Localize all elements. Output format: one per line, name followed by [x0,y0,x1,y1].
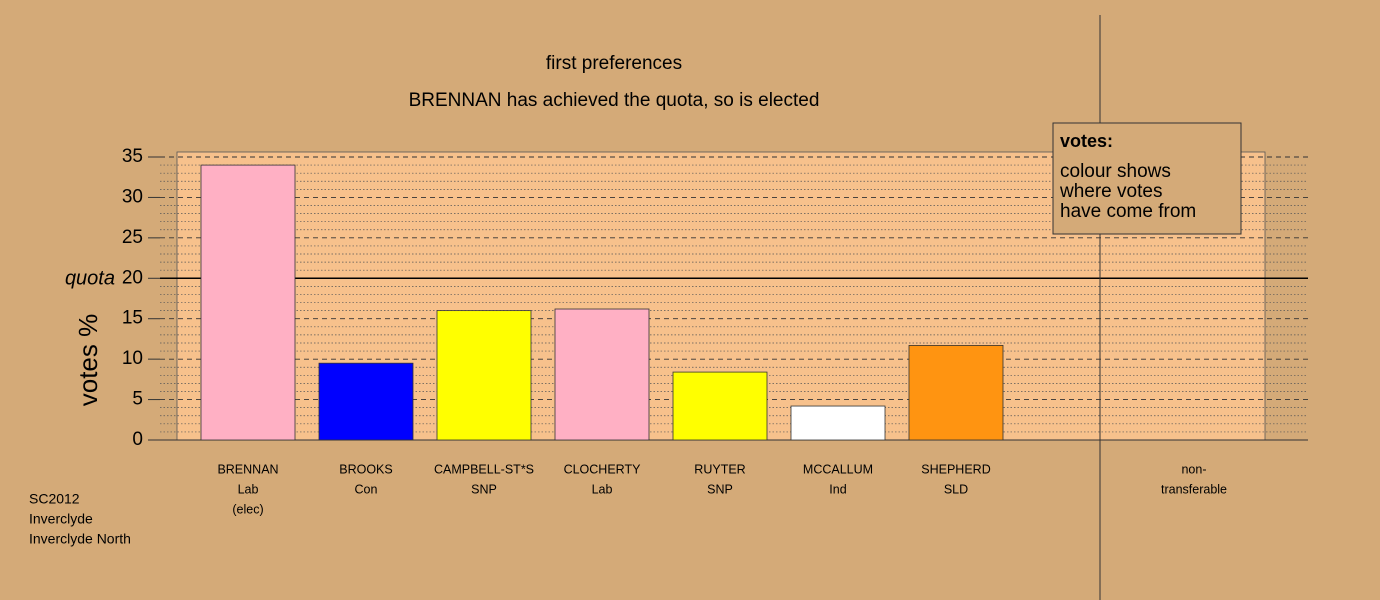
footer-line: Inverclyde [29,511,93,527]
x-tick-label: SHEPHERD [921,462,990,476]
footer-line: Inverclyde North [29,531,131,547]
legend-box [1052,122,1242,235]
legend: votes: colour shows where votes have com… [1052,122,1242,235]
x-tick-label: SNP [471,482,497,496]
y-tick-label: 35 [122,146,143,167]
x-tick-label: Lab [592,482,613,496]
x-tick-label: MCCALLUM [803,462,873,476]
bar [790,405,886,441]
y-tick-label: 5 [132,389,143,410]
bar [436,310,532,441]
x-tick-label: non- [1181,462,1206,476]
bars: BRENNAN Lab (elec) BROOKS Con CAMPBELL-ST*S SN… [200,164,1227,516]
x-tick-label: SNP [707,482,733,496]
y-axis-label: votes % [73,314,103,407]
x-tick-label: CAMPBELL-ST*S [434,462,534,476]
chart-subtitle: BRENNAN has achieved the quota, so is el… [409,90,820,111]
bar [318,362,414,441]
x-tick-label: BROOKS [339,462,393,476]
x-tick-label: CLOCHERTY [564,462,642,476]
x-tick-label: SLD [944,482,968,496]
x-tick-label: Ind [829,482,846,496]
bar [908,344,1004,441]
legend-line: colour shows [1060,161,1171,182]
legend-line: where votes [1059,181,1162,202]
x-tick-label: transferable [1161,482,1227,496]
bar [554,308,650,441]
y-tick-label: 15 [122,308,143,329]
legend-title: votes: [1060,131,1113,151]
y-tick-label: 25 [122,227,143,248]
footer-line: SC2012 [29,491,80,507]
legend-line: have come from [1060,201,1196,222]
x-tick-label: BRENNAN [217,462,278,476]
x-tick-label: Con [355,482,378,496]
y-tick-label: 0 [132,429,143,450]
chart-title: first preferences [546,53,682,74]
y-tick-label: 10 [122,348,143,369]
x-tick-label: (elec) [232,502,263,516]
bar [200,164,296,441]
bar [672,371,768,441]
quota-label: quota [65,268,115,290]
x-tick-label: Lab [238,482,259,496]
y-tick-label: 20 [122,267,143,288]
y-tick-label: 30 [122,186,143,207]
x-tick-label: RUYTER [694,462,745,476]
